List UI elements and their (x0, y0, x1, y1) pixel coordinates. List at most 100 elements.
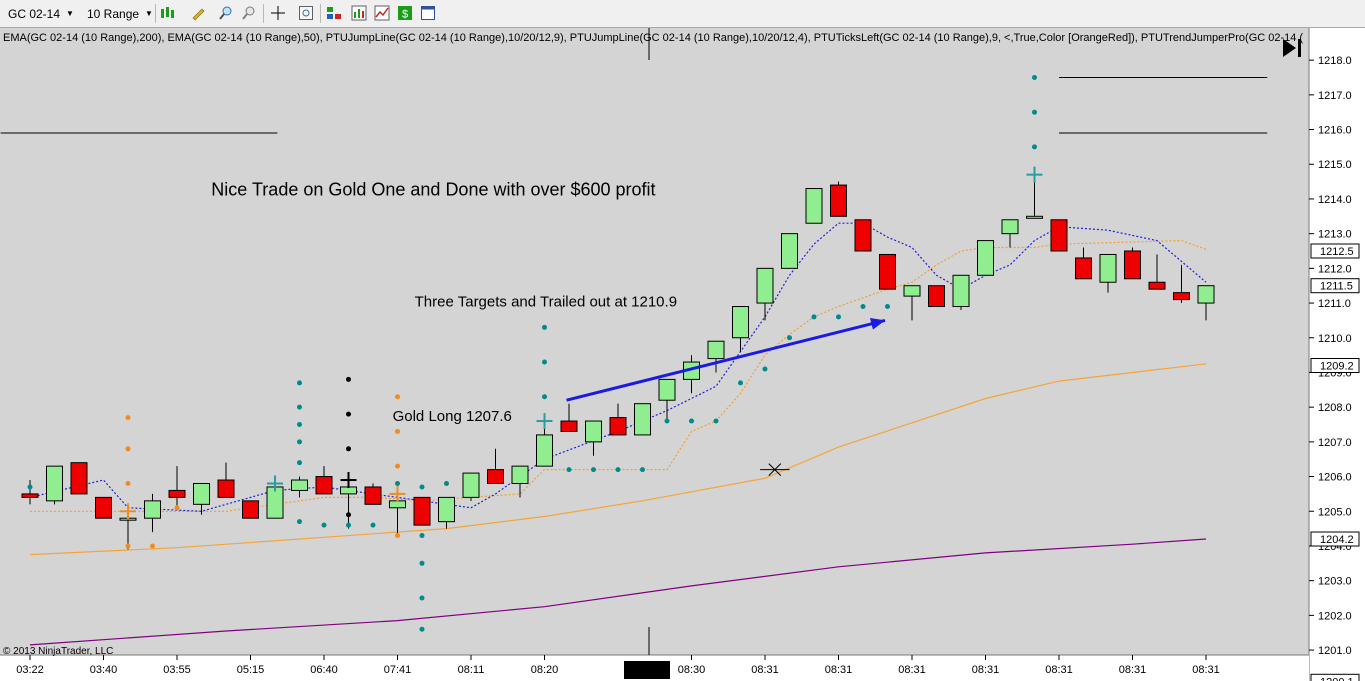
price-box (1310, 531, 1360, 547)
candle (291, 479, 308, 491)
signal-dot (1032, 74, 1037, 80)
bar-type-selector[interactable]: 10 Range ▼ (87, 3, 153, 24)
signal-dot (346, 411, 351, 417)
y-tick-label: 1217.0 (1318, 90, 1352, 102)
dollar-icon[interactable]: $ (397, 5, 413, 21)
candle (977, 240, 994, 276)
signal-dot (370, 522, 376, 528)
signal-dot (444, 480, 449, 486)
signal-dot (787, 335, 792, 341)
candle (805, 188, 823, 224)
chevron-down-icon: ▼ (66, 9, 74, 18)
y-tick-label: 1205.0 (1318, 506, 1352, 518)
y-tick-label: 1216.0 (1318, 125, 1352, 137)
window-icon[interactable] (420, 5, 436, 21)
price-box-label: 1200.1 (1320, 676, 1354, 681)
signal-dot (419, 595, 425, 601)
candle (952, 274, 970, 308)
go-to-end-icon[interactable] (1283, 39, 1301, 57)
signal-dot (297, 439, 302, 445)
signal-dot (297, 422, 302, 428)
instrument-label: GC 02-14 (8, 6, 61, 21)
signal-dot (297, 460, 302, 466)
candle (560, 420, 578, 432)
candle (830, 184, 847, 217)
x-tick-label: 03:22 (16, 664, 44, 676)
pencil-draw-icon[interactable] (190, 5, 206, 21)
signal-dot (542, 359, 547, 365)
indicators-icon[interactable] (351, 5, 367, 21)
chart-icon[interactable] (374, 5, 390, 21)
price-axis[interactable] (1309, 28, 1365, 681)
x-tick-label: 08:31 (751, 664, 779, 676)
crosshair-icon[interactable] (270, 5, 286, 21)
candle (1026, 215, 1043, 219)
signal-dot (419, 560, 425, 566)
signal-dot (1032, 109, 1037, 115)
x-tick-label: 05:15 (237, 664, 265, 676)
signal-dot (297, 404, 302, 410)
candle (511, 465, 529, 484)
candle (854, 219, 872, 252)
candle (1124, 250, 1141, 280)
x-tick-label: 08:31 (825, 664, 853, 676)
candle (168, 489, 186, 498)
signal-dot (811, 314, 817, 320)
toolbar-divider (155, 4, 156, 23)
signal-dot (591, 467, 596, 473)
candle (438, 496, 455, 523)
candle (1197, 285, 1215, 304)
signal-dot (885, 304, 890, 310)
signal-dot (346, 446, 351, 452)
signal-dot (27, 484, 33, 490)
price-box-label: 1204.2 (1320, 534, 1354, 546)
chart-annotation: Gold Long 1207.6 (393, 408, 512, 425)
properties-icon[interactable] (298, 5, 314, 21)
y-tick-label: 1207.0 (1318, 437, 1352, 449)
toolbar-divider (320, 4, 321, 23)
y-tick-label: 1215.0 (1318, 159, 1352, 171)
x-tick-label: 08:31 (898, 664, 926, 676)
signal-dot (125, 543, 131, 549)
y-tick-label: 1212.0 (1318, 263, 1352, 275)
zoom-in-icon[interactable] (218, 5, 234, 21)
price-box (1310, 278, 1360, 294)
candle (413, 496, 431, 526)
trend-arrow-head (870, 317, 886, 330)
candle (756, 267, 774, 304)
price-box (1310, 243, 1360, 259)
candle (315, 476, 333, 495)
signal-dot (615, 467, 621, 473)
chevron-down-icon: ▼ (145, 9, 153, 18)
y-tick-label: 1213.0 (1318, 229, 1352, 241)
instrument-selector[interactable]: GC 02-14 ▼ (8, 3, 74, 24)
signal-dot (738, 380, 743, 386)
candle (46, 465, 63, 502)
candle (1075, 257, 1092, 280)
signal-dot (395, 480, 400, 486)
signal-dot (713, 418, 719, 424)
bar-style-icon[interactable] (160, 5, 176, 21)
signal-dot (1032, 144, 1037, 150)
chart-toolbar: GC 02-14 ▼ 10 Range ▼ $ (0, 0, 1365, 28)
indicator-label: EMA(GC 02-14 (10 Range),200), EMA(GC 02-… (3, 32, 1303, 44)
plot-area[interactable] (0, 28, 1309, 655)
strategies-icon[interactable] (326, 5, 342, 21)
x-tick-label: 08:20 (531, 664, 559, 676)
x-tick-label: 03:55 (163, 664, 191, 676)
candle (585, 420, 602, 443)
candle (144, 500, 161, 519)
candle (487, 469, 504, 484)
signal-dot (419, 626, 425, 632)
price-chart[interactable]: 1201.01202.01203.01204.01205.01206.01207… (0, 28, 1365, 681)
signal-dot (395, 533, 400, 539)
y-tick-label: 1208.0 (1318, 402, 1352, 414)
x-tick-label: 08:31 (972, 664, 1000, 676)
price-box (1310, 358, 1360, 374)
signal-dot (395, 428, 400, 434)
signal-dot (125, 480, 131, 486)
signal-dot (860, 304, 866, 310)
zoom-out-icon[interactable] (241, 5, 257, 21)
candle (879, 253, 896, 290)
candle (1173, 292, 1190, 301)
